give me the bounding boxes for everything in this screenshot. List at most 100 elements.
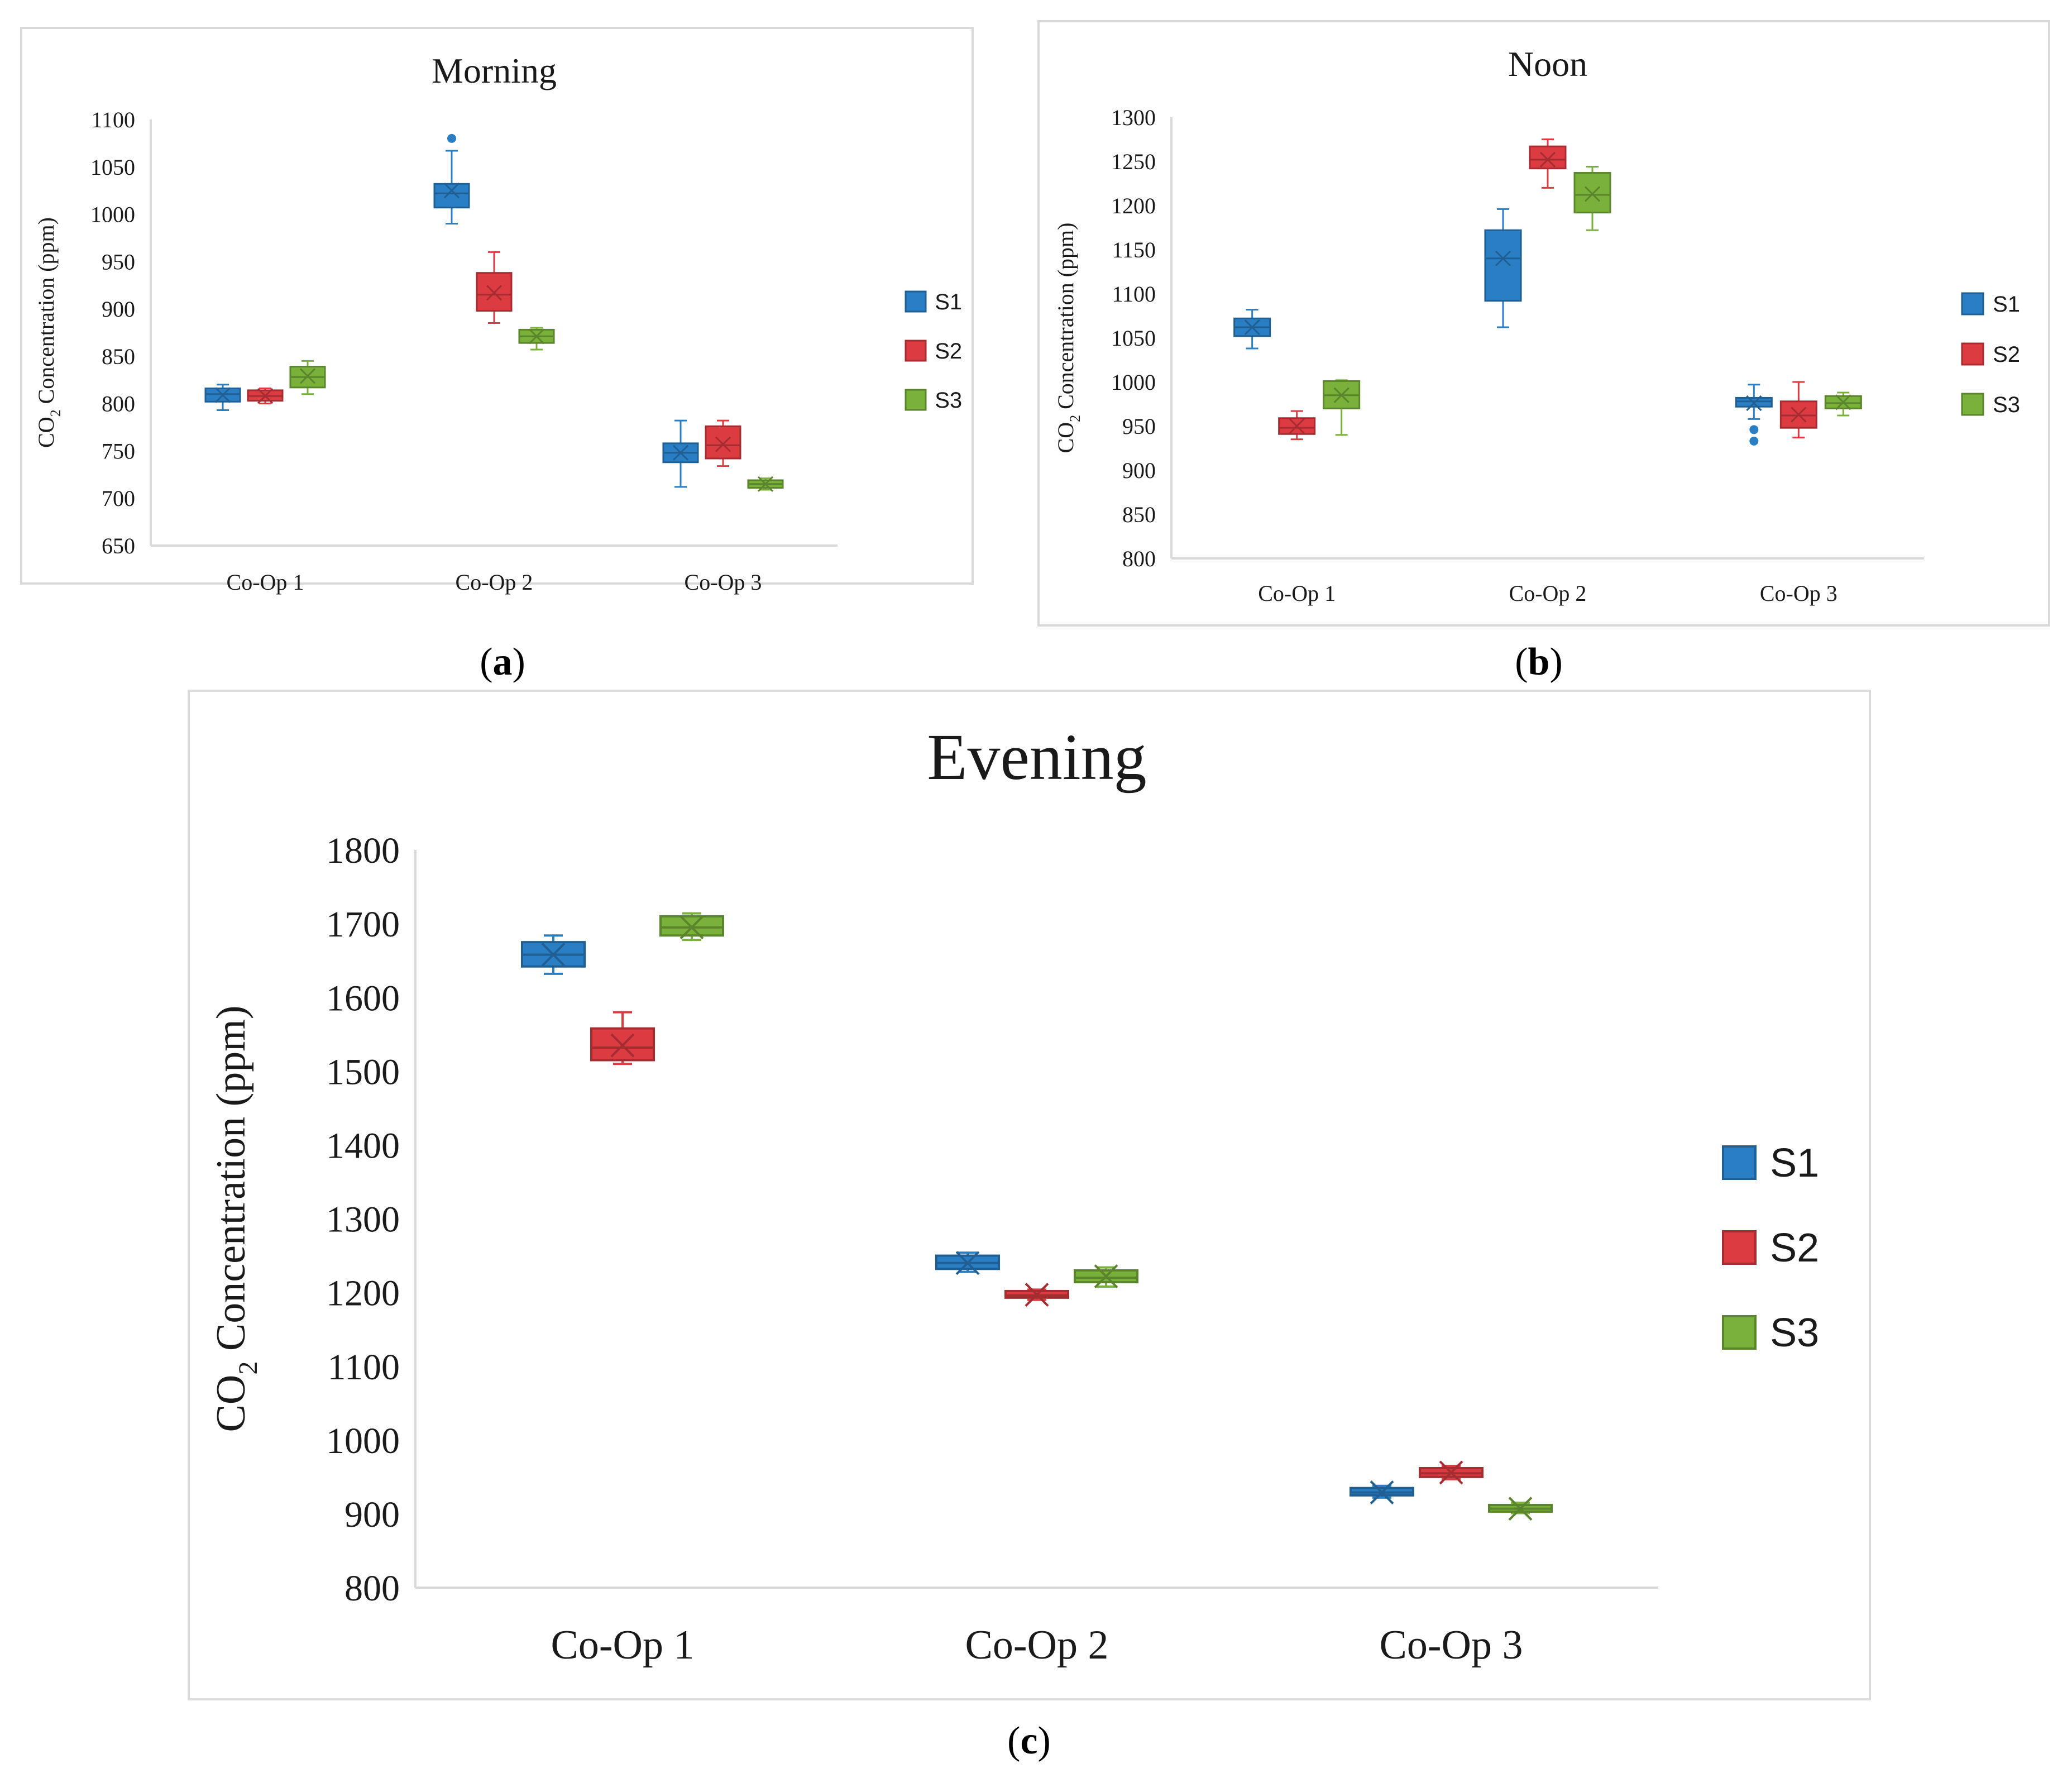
box-body — [1573, 172, 1611, 214]
legend-label-S2: S2 — [1993, 342, 2020, 367]
mean-marker — [1508, 1497, 1533, 1521]
y-tick-label: 1400 — [326, 1126, 400, 1167]
y-tick-label: 900 — [102, 297, 135, 322]
legend-label-S1: S1 — [1993, 292, 2020, 317]
x-category-label: Co-Op 2 — [965, 1622, 1109, 1668]
y-axis-label: CO2 Concentration (ppm) — [34, 217, 64, 448]
box-S3-1 — [659, 912, 724, 942]
legend-label-S3: S3 — [1993, 393, 2020, 417]
mean-marker — [679, 915, 704, 940]
y-tick-label: 1600 — [326, 978, 400, 1019]
y-tick-label: 850 — [102, 344, 135, 369]
y-tick-label: 750 — [102, 438, 135, 463]
y-tick-label: 950 — [1122, 414, 1156, 439]
mean-marker — [1439, 1460, 1463, 1485]
mean-marker — [1025, 1283, 1049, 1307]
y-axis-label-co: CO — [1053, 422, 1078, 453]
legend-label-S2: S2 — [1770, 1226, 1819, 1270]
mean-marker — [299, 368, 316, 384]
mean-marker — [1835, 394, 1851, 410]
caption-b: (b) — [1515, 641, 1563, 684]
mean-marker — [1539, 151, 1556, 168]
y-tick-label: 900 — [1122, 458, 1156, 483]
y-tick-label: 1500 — [326, 1052, 400, 1092]
mean-marker — [1791, 407, 1807, 423]
box-S2-1 — [590, 1011, 655, 1065]
panel-a: Morning 650 700 750 800 850 900 950 1000 1050 1100… — [20, 27, 974, 595]
y-tick-label: 1300 — [1111, 105, 1156, 130]
chart-title: Morning — [432, 51, 557, 90]
box-S1-1 — [204, 384, 241, 412]
y-axis-label: CO2 Concentration (ppm) — [208, 1006, 263, 1432]
x-category-label: Co-Op 2 — [1509, 581, 1587, 606]
y-tick-label: 1200 — [326, 1273, 400, 1314]
legend-swatch-S2 — [1722, 1230, 1757, 1265]
box-S3-1 — [289, 360, 326, 395]
legend-label-S1: S1 — [935, 290, 962, 314]
x-category-label: Co-Op 1 — [227, 570, 304, 595]
y-tick-label: 1000 — [326, 1421, 400, 1461]
y-tick-label: 1150 — [1112, 237, 1156, 262]
box-S1-1 — [521, 934, 586, 975]
legend-label-S1: S1 — [1770, 1141, 1819, 1186]
mean-marker — [1244, 319, 1260, 336]
y-tick-label: 800 — [1122, 546, 1156, 571]
legend-swatch-S3 — [905, 389, 927, 411]
x-category-label: Co-Op 1 — [551, 1622, 695, 1668]
y-axis-label-rest: Concentration (ppm) — [34, 217, 59, 409]
mean-marker — [715, 436, 731, 452]
legend-label-S3: S3 — [935, 388, 962, 413]
box-S2-2 — [476, 251, 513, 324]
y-axis-label-rest: Concentration (ppm) — [208, 1006, 254, 1361]
box-S1-2 — [935, 1251, 1000, 1275]
caption-c: (c) — [1007, 1719, 1051, 1762]
box-S1-2 — [433, 133, 470, 225]
mean-marker — [1094, 1264, 1118, 1288]
y-tick-label: 1100 — [1112, 281, 1156, 307]
y-tick-label: 950 — [102, 249, 135, 274]
legend-label-S3: S3 — [1770, 1311, 1819, 1355]
box-S1-1 — [1233, 308, 1271, 350]
y-tick-label: 900 — [344, 1494, 400, 1535]
box-S3-3 — [1824, 391, 1862, 417]
y-tick-label: 1100 — [91, 107, 135, 132]
box-S2-1 — [247, 388, 284, 405]
legend-swatch-S3 — [1961, 393, 1984, 416]
box-S2-3 — [1419, 1460, 1484, 1485]
x-category-label: Co-Op 3 — [1380, 1622, 1523, 1668]
legend-label-S2: S2 — [935, 339, 962, 364]
legend-swatch-S2 — [905, 340, 927, 362]
y-tick-label: 1050 — [1111, 326, 1156, 351]
mean-marker — [1333, 387, 1350, 403]
box-S3-3 — [1488, 1497, 1553, 1521]
y-tick-label: 1700 — [326, 904, 400, 945]
mean-marker — [257, 388, 274, 404]
y-axis-label-sub: 2 — [47, 409, 64, 417]
chart-title: Evening — [927, 720, 1146, 794]
y-axis-label: CO2 Concentration (ppm) — [1053, 223, 1083, 453]
chart-title: Noon — [1508, 44, 1587, 84]
panel-b: Noon 800 850 900 950 1000 1050 1100 1150 1200 1250… — [1037, 20, 2050, 627]
x-category-label: Co-Op 1 — [1258, 581, 1336, 606]
box-S2-2 — [1004, 1283, 1069, 1307]
box-body — [705, 425, 741, 460]
box-S1-3 — [1350, 1480, 1414, 1505]
outlier-point — [1749, 436, 1759, 446]
mean-marker — [528, 328, 545, 345]
legend-swatch-S2 — [1961, 342, 1984, 366]
legend-swatch-S3 — [1722, 1315, 1757, 1350]
box-body — [1484, 229, 1522, 302]
mean-marker — [486, 285, 503, 301]
y-tick-label: 850 — [1122, 502, 1156, 527]
caption-a: (a) — [480, 641, 525, 684]
mean-marker — [955, 1251, 980, 1275]
box-body — [433, 183, 470, 209]
legend-swatch-S1 — [1961, 292, 1984, 316]
y-axis-label-sub: 2 — [233, 1361, 263, 1375]
outlier-point — [447, 133, 456, 143]
y-tick-label: 1300 — [326, 1199, 400, 1240]
mean-marker — [610, 1033, 635, 1058]
chart-frame — [1037, 20, 2050, 627]
box-S2-2 — [1529, 138, 1567, 189]
